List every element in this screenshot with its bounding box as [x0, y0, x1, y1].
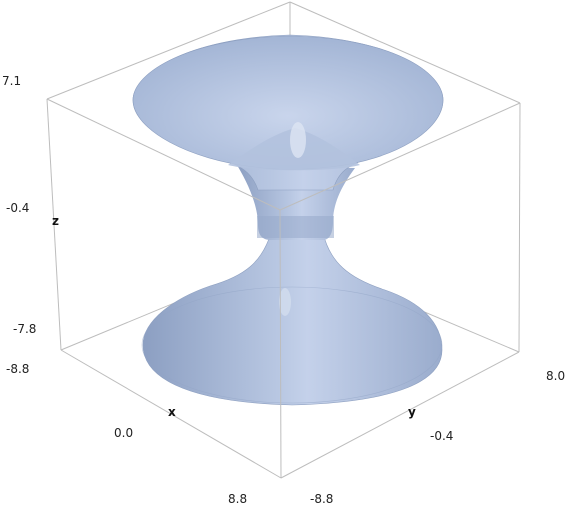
x-tick-label: 8.8 — [228, 492, 248, 506]
bounding-box-front — [46, 98, 521, 479]
surface-lower-flare — [142, 232, 443, 406]
z-tick-label: -8.8 — [6, 362, 30, 376]
surface-highlight-lower — [279, 288, 291, 316]
surface-bottom-rim — [141, 286, 443, 404]
z-axis-label: z — [52, 214, 59, 228]
y-axis-label: y — [408, 405, 416, 419]
z-tick-label: -7.8 — [13, 322, 37, 336]
surface-top-opening — [132, 35, 444, 170]
y-tick-label: -8.8 — [310, 492, 334, 506]
z-tick-label: 7.1 — [2, 74, 22, 88]
z-tick-label: -0.4 — [6, 201, 30, 215]
y-tick-label: -0.4 — [430, 429, 454, 443]
x-axis-label: x — [168, 405, 176, 419]
x-tick-label: 0.0 — [114, 426, 134, 440]
hyperboloid-surface — [132, 34, 444, 406]
surface-highlight — [290, 122, 306, 158]
surface-neck-band — [257, 216, 334, 238]
y-tick-label: 8.0 — [546, 369, 566, 383]
